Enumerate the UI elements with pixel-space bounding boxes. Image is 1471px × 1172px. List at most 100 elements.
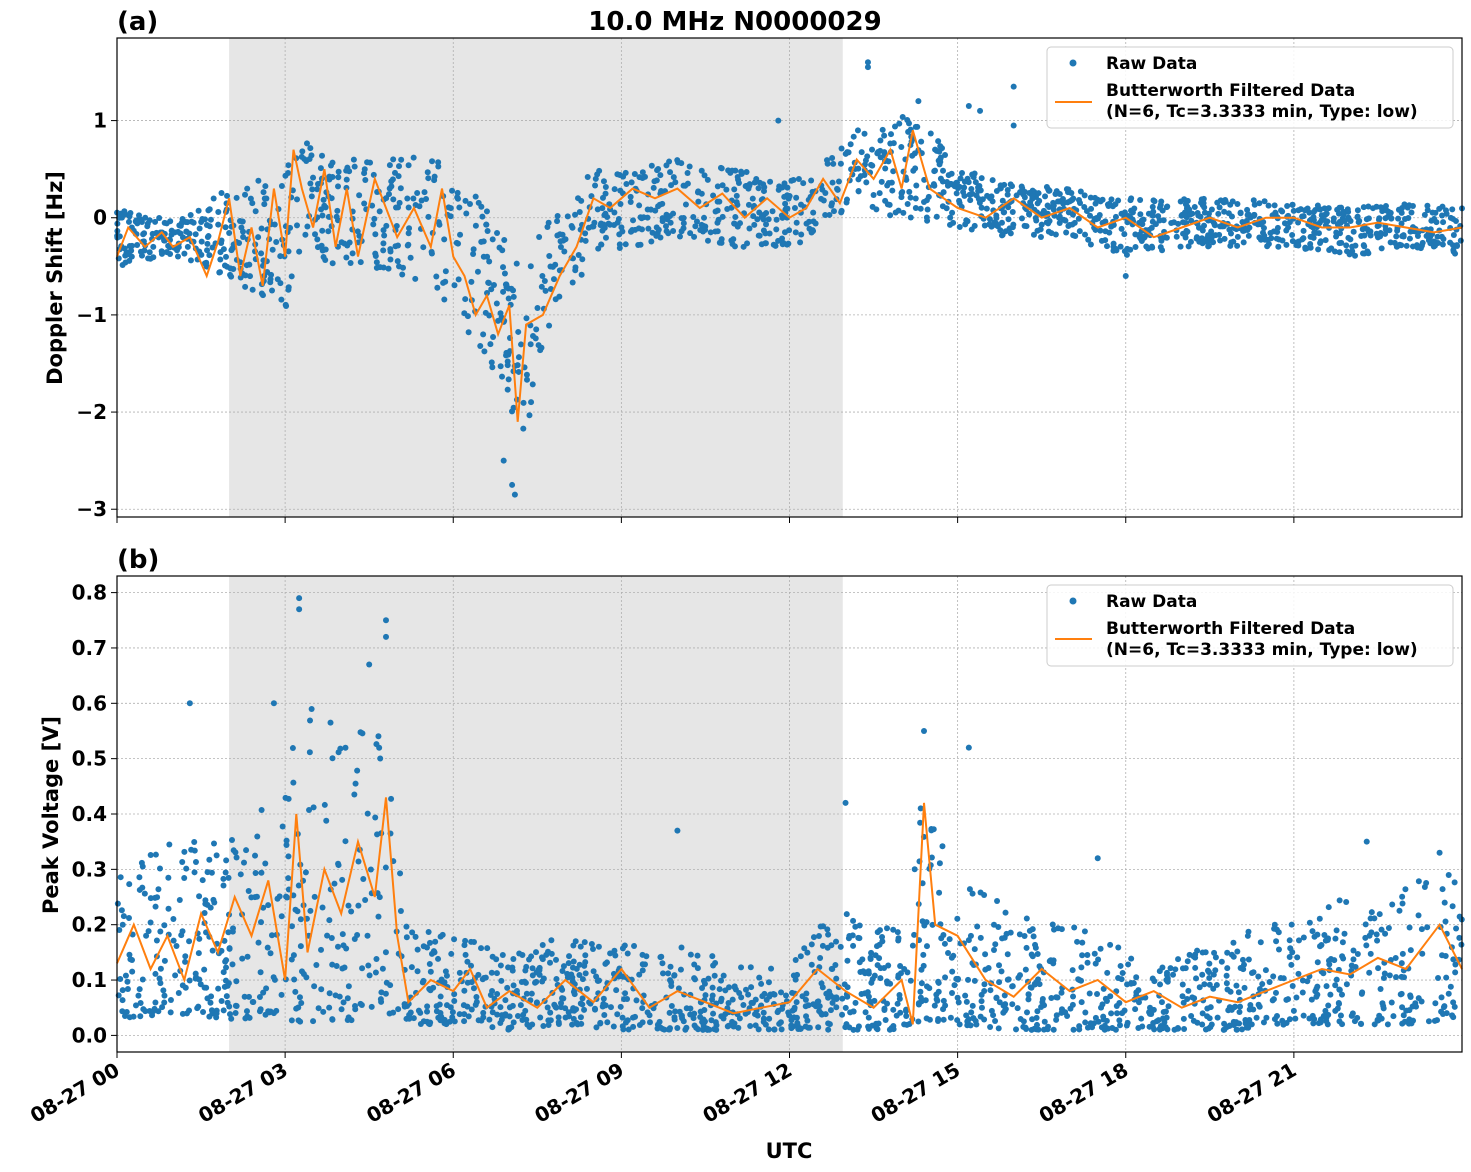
raw-data-point <box>243 847 250 854</box>
raw-data-point <box>1447 983 1454 990</box>
raw-data-point <box>883 978 890 985</box>
raw-data-point <box>220 875 227 882</box>
raw-data-point <box>1201 209 1208 216</box>
raw-data-point <box>701 1007 708 1014</box>
raw-data-point <box>697 226 704 233</box>
raw-data-point <box>428 250 435 257</box>
raw-data-point <box>981 981 988 988</box>
raw-data-point <box>540 1023 547 1030</box>
raw-data-point <box>1058 926 1065 933</box>
raw-data-point <box>607 1004 614 1011</box>
raw-data-point <box>470 246 477 253</box>
raw-data-point <box>1202 949 1209 956</box>
raw-data-point <box>793 999 800 1006</box>
raw-data-point <box>302 869 309 876</box>
raw-data-point <box>911 931 918 938</box>
raw-data-point <box>533 326 540 333</box>
raw-data-point <box>365 962 372 969</box>
raw-data-point <box>556 293 563 300</box>
raw-data-point <box>718 1013 725 1020</box>
raw-data-point <box>1323 983 1330 990</box>
panel-a-legend-raw-marker <box>1069 59 1077 67</box>
raw-data-point <box>1104 969 1111 976</box>
raw-data-point <box>472 193 479 200</box>
raw-data-point <box>624 950 631 957</box>
raw-data-point <box>663 162 670 169</box>
raw-data-point <box>964 1018 971 1025</box>
raw-data-point <box>1256 200 1263 207</box>
raw-data-point <box>1438 994 1445 1001</box>
raw-data-point <box>352 780 359 787</box>
raw-data-point <box>575 252 582 259</box>
raw-data-point <box>1034 1008 1041 1015</box>
raw-data-point <box>497 310 504 317</box>
raw-data-point <box>1224 949 1231 956</box>
raw-data-point <box>288 956 295 963</box>
raw-data-point <box>201 910 208 917</box>
raw-data-point <box>1170 971 1177 978</box>
raw-data-point <box>1087 212 1094 219</box>
raw-data-point <box>1046 204 1053 211</box>
raw-data-point <box>228 1015 235 1022</box>
raw-data-point <box>797 1025 804 1032</box>
raw-data-point <box>1286 954 1293 961</box>
raw-data-point <box>720 972 727 979</box>
raw-data-point <box>294 908 301 915</box>
raw-data-point <box>502 1012 509 1019</box>
raw-data-point <box>946 936 953 943</box>
raw-data-point <box>1243 225 1250 232</box>
raw-data-point <box>1453 925 1460 932</box>
raw-data-point <box>1247 1002 1254 1009</box>
raw-data-point <box>297 1018 304 1025</box>
raw-data-point <box>418 197 425 204</box>
raw-data-point <box>686 163 693 170</box>
raw-data-point <box>1251 201 1258 208</box>
raw-data-point <box>331 880 338 887</box>
raw-data-point <box>704 237 711 244</box>
raw-data-point <box>1409 243 1416 250</box>
raw-data-point <box>372 231 379 238</box>
raw-data-point <box>969 890 976 897</box>
raw-data-point <box>456 204 463 211</box>
raw-data-point <box>1384 1021 1391 1028</box>
raw-data-point <box>371 215 378 222</box>
raw-data-point <box>335 860 342 867</box>
raw-data-outlier <box>842 799 849 806</box>
raw-data-point <box>1452 961 1459 968</box>
raw-data-point <box>421 189 428 196</box>
raw-data-point <box>473 998 480 1005</box>
raw-data-point <box>475 1017 482 1024</box>
raw-data-point <box>965 976 972 983</box>
raw-data-point <box>429 158 436 165</box>
raw-data-point <box>1415 878 1422 885</box>
raw-data-point <box>343 176 350 183</box>
raw-data-point <box>445 204 452 211</box>
raw-data-point <box>156 214 163 221</box>
raw-data-point <box>638 215 645 222</box>
raw-data-point <box>1078 964 1085 971</box>
raw-data-point <box>510 1019 517 1026</box>
raw-data-point <box>668 979 675 986</box>
raw-data-point <box>1366 969 1373 976</box>
raw-data-point <box>725 999 732 1006</box>
raw-data-point <box>1364 248 1371 255</box>
raw-data-point <box>1026 211 1033 218</box>
raw-data-point <box>1407 992 1414 999</box>
raw-data-point <box>324 932 331 939</box>
raw-data-point <box>443 972 450 979</box>
raw-data-point <box>1087 1020 1094 1027</box>
raw-data-point <box>1082 231 1089 238</box>
raw-data-point <box>1350 956 1357 963</box>
raw-data-point <box>486 1016 493 1023</box>
raw-data-point <box>1163 976 1170 983</box>
raw-data-point <box>1393 233 1400 240</box>
raw-data-point <box>678 228 685 235</box>
raw-data-point <box>191 839 198 846</box>
raw-data-point <box>1181 1026 1188 1033</box>
raw-data-point <box>877 137 884 144</box>
raw-data-point <box>844 984 851 991</box>
raw-data-point <box>1159 247 1166 254</box>
raw-data-point <box>946 221 953 228</box>
raw-data-point <box>183 228 190 235</box>
raw-data-point <box>449 187 456 194</box>
